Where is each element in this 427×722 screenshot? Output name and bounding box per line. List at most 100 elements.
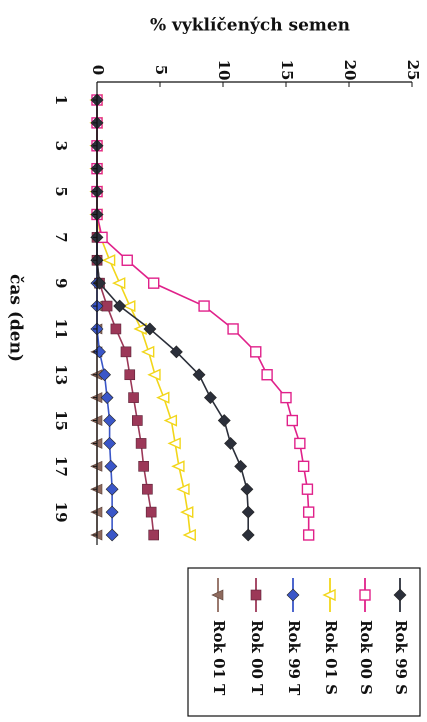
data-point: [234, 459, 248, 473]
value-tick-label: 25: [404, 60, 422, 81]
data-point: [142, 483, 153, 495]
time-tick-label: 1: [52, 95, 70, 105]
data-point: [120, 346, 132, 358]
data-point: [113, 299, 127, 313]
data-point: [176, 483, 190, 496]
series-line-rok-00-s: [96, 100, 310, 535]
data-point: [240, 482, 254, 496]
data-point: [101, 300, 113, 312]
data-point: [132, 415, 143, 426]
data-point: [104, 459, 118, 473]
value-tick-label: 0: [89, 65, 107, 75]
data-point: [140, 345, 155, 358]
data-point: [135, 438, 147, 449]
data-point: [280, 391, 292, 404]
data-point: [163, 414, 178, 427]
data-point: [122, 299, 136, 313]
data-point: [250, 346, 262, 358]
time-tick-label: 3: [52, 141, 70, 151]
value-tick-label: 10: [215, 60, 233, 81]
legend-label: Rok 99 T: [285, 620, 303, 696]
data-point: [302, 506, 315, 518]
data-point: [147, 277, 160, 289]
data-point: [301, 483, 314, 495]
data-point: [100, 391, 114, 405]
data-point: [171, 460, 185, 473]
data-point: [167, 437, 181, 450]
data-point: [145, 506, 157, 518]
time-tick-label: 17: [52, 456, 70, 477]
legend-label: Rok 00 T: [248, 620, 266, 696]
legend-label: Rok 00 S: [357, 620, 375, 695]
data-point: [121, 254, 133, 266]
legend-marker: [322, 588, 336, 602]
data-point: [203, 391, 217, 405]
legend-item-rok-01-s: Rok 01 S: [322, 578, 340, 695]
data-point: [103, 414, 117, 427]
value-tick-label: 5: [152, 65, 170, 75]
value-tick-label: 15: [278, 60, 296, 81]
data-point: [110, 323, 122, 335]
data-point: [227, 323, 239, 335]
legend-label: Rok 01 S: [322, 620, 340, 695]
data-point: [105, 505, 119, 519]
data-point: [182, 528, 196, 542]
time-tick-label: 19: [52, 502, 70, 523]
data-point: [128, 392, 139, 403]
data-point: [294, 437, 306, 450]
legend-item-rok-00-t: Rok 00 T: [248, 578, 266, 696]
data-point: [143, 322, 157, 336]
legend-marker: [359, 589, 371, 601]
legend-marker: [211, 589, 224, 601]
data-point: [103, 436, 117, 450]
data-point: [124, 369, 136, 381]
data-point: [156, 391, 170, 404]
data-point: [98, 368, 111, 382]
series-rok-01-s: [89, 93, 196, 542]
legend-label: Rok 01 T: [210, 620, 228, 696]
data-point: [302, 529, 315, 541]
time-axis-title: čas (den): [6, 274, 26, 362]
plot-area: [89, 93, 315, 542]
time-tick-label: 5: [52, 186, 70, 196]
data-point: [241, 505, 255, 519]
legend-marker: [286, 588, 300, 602]
data-point: [148, 529, 159, 541]
time-tick-label: 11: [52, 319, 70, 340]
legend: Rok 99 S Rok 00 S Rok 01 S Rok 99 T Rok 00 T…: [187, 567, 421, 717]
legend-item-rok-99-t: Rok 99 T: [285, 578, 303, 696]
data-point: [111, 277, 126, 290]
legend-item-rok-99-s: Rok 99 S: [392, 578, 410, 695]
data-point: [192, 368, 206, 382]
data-point: [180, 506, 194, 519]
series-rok-00-s: [91, 94, 315, 541]
time-tick-label: 9: [52, 278, 70, 288]
data-point: [169, 345, 183, 359]
legend-box: [187, 567, 421, 717]
series-rok-99-s: [90, 93, 255, 542]
data-point: [217, 414, 231, 427]
legend-item-rok-00-s: Rok 00 S: [357, 578, 375, 695]
data-point: [198, 300, 210, 312]
time-tick-label: 15: [52, 410, 70, 431]
legend-item-rok-01-t: Rok 01 T: [210, 578, 228, 696]
data-point: [138, 461, 149, 472]
legend-marker: [393, 588, 407, 602]
data-point: [297, 460, 310, 473]
legend-label: Rok 99 S: [392, 620, 410, 695]
data-point: [286, 414, 298, 427]
series-rok-99-t: [90, 93, 119, 542]
value-tick-label: 20: [341, 60, 359, 81]
value-axis-title: % vyklíčených semen: [150, 16, 350, 36]
legend-marker: [250, 589, 262, 601]
data-point: [105, 482, 119, 496]
data-point: [224, 436, 237, 450]
series-line-rok-99-s: [96, 100, 249, 535]
data-point: [101, 254, 116, 267]
data-point: [241, 528, 255, 542]
data-point: [105, 528, 119, 542]
time-tick-label: 13: [52, 364, 70, 385]
time-tick-label: 7: [52, 232, 70, 242]
